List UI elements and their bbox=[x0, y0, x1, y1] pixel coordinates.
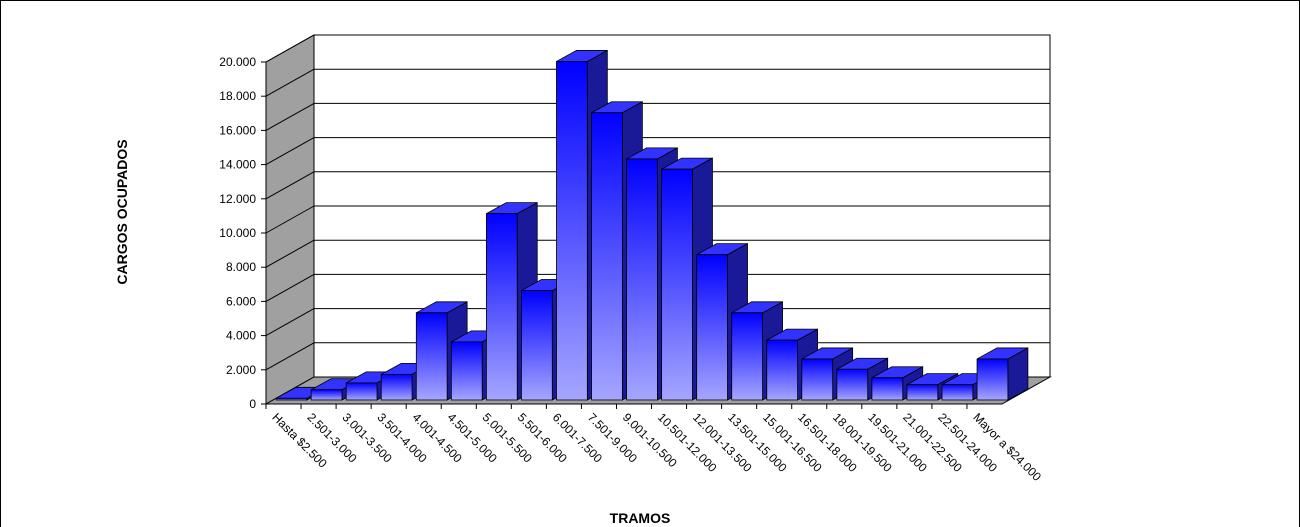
gridline-side bbox=[265, 239, 315, 268]
y-axis-title: CARGOS OCUPADOS bbox=[114, 139, 130, 284]
y-tick-label: 10.000 bbox=[219, 226, 256, 240]
bars bbox=[275, 49, 1029, 401]
bar-front bbox=[801, 358, 834, 401]
gridline-side bbox=[265, 273, 315, 302]
y-tick-label: 6.000 bbox=[226, 294, 256, 308]
bar-front bbox=[556, 61, 588, 401]
gridline-side bbox=[265, 68, 315, 97]
bar bbox=[976, 347, 1029, 401]
bar-front bbox=[310, 389, 343, 401]
bar-front bbox=[871, 377, 904, 401]
x-axis-title: TRAMOS bbox=[610, 510, 671, 526]
bar-front bbox=[415, 312, 448, 401]
x-axis-ticks: Hasta $2.5002.501-3.0003.001-3.5003.501-… bbox=[265, 403, 1044, 484]
gridline-side bbox=[265, 171, 315, 200]
bar-front bbox=[836, 368, 869, 401]
bar-front bbox=[731, 312, 763, 401]
bar-front bbox=[661, 168, 693, 401]
y-axis-ticks: 0 2.000 4.000 6.000 8.000 10.000 12.000 14.000 1… bbox=[219, 55, 267, 411]
bar-front bbox=[450, 341, 483, 401]
bar-front bbox=[485, 213, 518, 401]
bar-front bbox=[941, 384, 974, 401]
bar-front bbox=[626, 158, 658, 401]
bar-front bbox=[766, 339, 799, 401]
bar-front bbox=[275, 397, 308, 401]
y-tick-label: 2.000 bbox=[226, 363, 256, 377]
y-tick-label: 4.000 bbox=[226, 329, 256, 343]
gridline-side bbox=[265, 34, 315, 63]
bar-front bbox=[345, 382, 378, 401]
y-tick-label: 12.000 bbox=[219, 192, 256, 206]
gridline-side bbox=[265, 308, 315, 337]
bar-front bbox=[696, 254, 728, 401]
bar-front bbox=[521, 290, 553, 401]
y-tick-label: 8.000 bbox=[226, 260, 256, 274]
bar bbox=[906, 372, 959, 401]
y-tick-label: 20.000 bbox=[219, 55, 256, 69]
y-tick-label: 16.000 bbox=[219, 123, 256, 137]
bar-front bbox=[380, 373, 413, 401]
bar-front bbox=[906, 384, 939, 401]
bar-front bbox=[591, 112, 623, 401]
y-tick-label: 14.000 bbox=[219, 158, 256, 172]
y-tick-label: 0 bbox=[249, 397, 256, 411]
gridline-side bbox=[265, 102, 315, 131]
y-tick-label: 18.000 bbox=[219, 89, 256, 103]
gridline-side bbox=[265, 342, 315, 371]
gridline-side bbox=[265, 205, 315, 234]
gridline-side bbox=[265, 137, 315, 166]
bar-front bbox=[976, 358, 1009, 401]
